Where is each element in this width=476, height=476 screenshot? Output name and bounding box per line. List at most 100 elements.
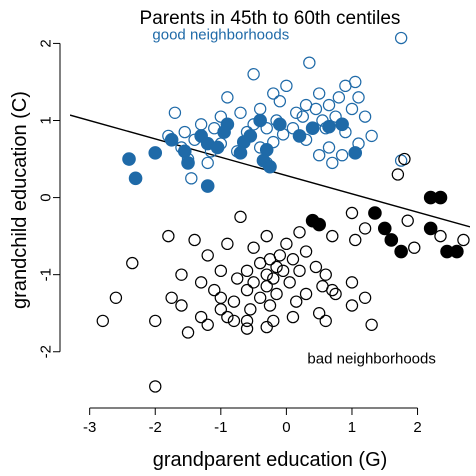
- good-open-point: [267, 135, 280, 149]
- bad-open-point: [398, 152, 411, 166]
- bad-open-point: [165, 291, 178, 304]
- bad-open-point: [299, 245, 313, 258]
- bad-open-point: [181, 326, 195, 339]
- good-filled-point: [253, 113, 267, 128]
- bad-open-point: [293, 226, 306, 239]
- bad-open-point: [349, 233, 362, 247]
- bad-open-point: [267, 314, 280, 328]
- bad-open-point: [227, 295, 241, 308]
- bad-open-point: [240, 314, 254, 328]
- good-open-point: [296, 110, 309, 123]
- good-filled-point: [164, 132, 179, 147]
- bad-open-point: [290, 295, 303, 308]
- x-tick-label: -3: [83, 419, 96, 436]
- bad-open-point: [329, 287, 342, 301]
- good-open-point: [194, 118, 208, 131]
- good-open-point: [309, 102, 323, 116]
- bad-open-point: [286, 253, 300, 266]
- bad-open-point: [96, 314, 109, 328]
- good-open-point: [253, 102, 267, 116]
- bad-open-point: [276, 264, 290, 278]
- bad-open-point: [221, 237, 234, 251]
- bad-open-point: [365, 318, 378, 331]
- bad-open-point: [109, 291, 123, 304]
- bad-open-point: [162, 229, 175, 243]
- bad-open-point: [358, 291, 372, 304]
- y-tick-label: 1: [38, 116, 55, 124]
- bad-open-point: [214, 303, 228, 316]
- good-open-point: [290, 106, 303, 119]
- chart-title: Parents in 45th to 60th centiles: [140, 8, 401, 29]
- good-open-point: [221, 91, 234, 104]
- bad-open-point: [214, 291, 228, 304]
- bad-open-point: [391, 168, 405, 181]
- bad-open-point: [201, 249, 214, 262]
- good-open-point: [332, 91, 346, 104]
- bad-open-point: [408, 241, 421, 254]
- y-tick-label: 0: [38, 193, 55, 201]
- bad-open-point: [188, 233, 201, 247]
- bad-open-point: [240, 283, 254, 297]
- bad-open-point: [260, 268, 273, 281]
- bad-open-point: [286, 310, 300, 324]
- good-open-point: [312, 148, 326, 162]
- good-open-point: [329, 110, 342, 123]
- good-filled-point: [122, 152, 136, 166]
- good-open-point: [286, 122, 300, 135]
- bad-open-point: [283, 276, 296, 289]
- bad-open-point: [319, 314, 332, 328]
- bad-open-point: [175, 299, 188, 312]
- good-open-point: [349, 75, 362, 89]
- bad-open-point: [326, 229, 339, 243]
- bad-open-point: [267, 272, 280, 285]
- data-points: [96, 31, 470, 393]
- good-filled-point: [128, 171, 143, 186]
- good-open-point: [260, 122, 273, 135]
- good-filled-point: [305, 121, 320, 136]
- y-tick-label: 2: [38, 39, 55, 47]
- bad-open-point: [326, 283, 339, 297]
- good-open-point: [322, 141, 336, 154]
- good-open-point: [365, 129, 378, 143]
- bad-open-point: [247, 276, 260, 289]
- bad-open-point: [149, 380, 162, 393]
- bad-open-point: [345, 299, 359, 312]
- good-filled-point: [233, 146, 248, 160]
- bad-open-point: [247, 241, 260, 254]
- good-filled-point: [292, 129, 307, 143]
- bad-open-point: [201, 318, 214, 331]
- bad-open-point: [240, 322, 254, 335]
- good-open-point: [312, 87, 326, 100]
- axes: -3 -2 -1 0 1 2 -2 -1 0 1 2: [38, 39, 422, 436]
- bad-open-point: [345, 276, 359, 289]
- good-open-point: [322, 98, 336, 112]
- good-open-point: [303, 56, 316, 69]
- bad-open-point: [263, 299, 277, 312]
- bad-filled-point: [377, 221, 392, 236]
- bad-open-point: [299, 287, 313, 301]
- bad-open-point: [457, 233, 470, 247]
- good-filled-point: [181, 156, 195, 170]
- good-open-point: [234, 106, 247, 119]
- good-open-point: [280, 79, 293, 93]
- bad-open-point: [234, 210, 247, 224]
- x-tick-label: 2: [413, 419, 421, 436]
- bad-open-point: [312, 307, 326, 320]
- bad-open-point: [260, 280, 273, 293]
- annotations: good neighborhoods bad neighborhoods: [152, 27, 435, 368]
- good-open-point: [273, 95, 287, 108]
- good-open-point: [335, 148, 349, 162]
- good-open-point: [267, 87, 280, 100]
- bad-filled-point: [450, 244, 464, 259]
- good-filled-point: [148, 146, 163, 160]
- bad-open-point: [227, 314, 241, 328]
- bad-label: bad neighborhoods: [307, 350, 435, 367]
- good-filled-point: [263, 159, 277, 174]
- bad-filled-point: [368, 206, 382, 220]
- y-tick-label: -1: [38, 268, 55, 281]
- good-filled-point: [335, 117, 349, 132]
- bad-filled-point: [423, 221, 438, 236]
- x-axis-label: grandparent education (G): [153, 449, 388, 471]
